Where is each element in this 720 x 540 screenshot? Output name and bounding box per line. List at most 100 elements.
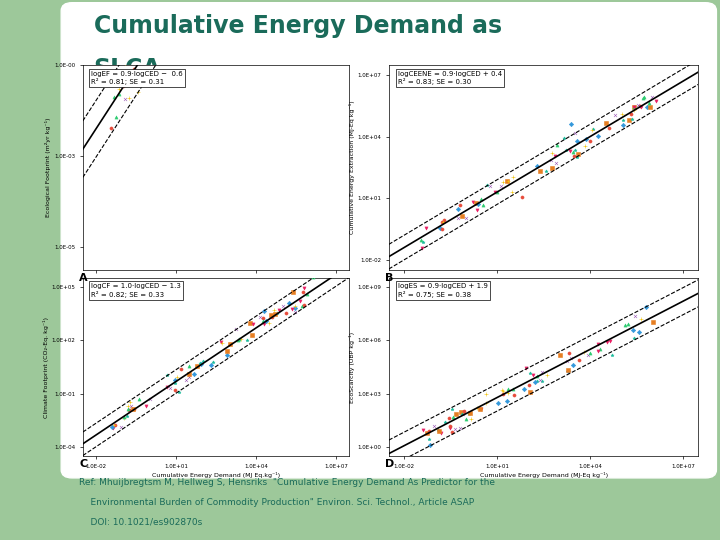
Text: D: D — [385, 459, 395, 469]
Point — [516, 193, 528, 201]
Point — [629, 103, 640, 111]
FancyBboxPatch shape — [61, 3, 716, 478]
Point — [634, 102, 646, 111]
Point — [593, 346, 604, 355]
Point — [579, 142, 590, 151]
Point — [294, 297, 306, 306]
Point — [224, 340, 235, 349]
Point — [626, 110, 637, 118]
Point — [437, 217, 449, 226]
Point — [472, 404, 483, 413]
Point — [644, 98, 655, 107]
Point — [629, 106, 640, 114]
Point — [161, 383, 173, 391]
Point — [568, 151, 580, 160]
Point — [142, 43, 153, 51]
Point — [546, 164, 558, 172]
Point — [258, 314, 269, 322]
Point — [166, 45, 178, 53]
Point — [628, 334, 639, 342]
Point — [230, 325, 242, 333]
Point — [438, 215, 450, 224]
Point — [454, 201, 466, 210]
Point — [508, 384, 519, 393]
Point — [635, 315, 647, 323]
Point — [258, 307, 270, 316]
Point — [157, 27, 168, 36]
Point — [161, 370, 173, 379]
Text: A: A — [79, 273, 88, 283]
Point — [495, 182, 506, 191]
Point — [497, 387, 508, 395]
Text: Environmental Burden of Commodity Production" Environ. Sci. Technol., Article AS: Environmental Burden of Commodity Produc… — [79, 498, 474, 507]
Point — [113, 90, 125, 99]
Point — [552, 141, 563, 150]
Point — [534, 375, 546, 384]
Point — [623, 116, 634, 125]
Point — [508, 173, 519, 181]
Point — [503, 385, 514, 394]
Point — [297, 287, 308, 296]
Point — [573, 355, 585, 364]
Point — [481, 181, 492, 190]
Point — [637, 93, 649, 102]
Point — [564, 146, 576, 155]
Point — [286, 304, 297, 313]
Point — [501, 396, 513, 405]
Point — [189, 370, 200, 379]
Point — [461, 214, 472, 222]
Point — [139, 43, 150, 51]
Point — [297, 301, 308, 310]
Point — [594, 345, 606, 354]
Point — [565, 120, 577, 129]
Point — [124, 93, 135, 102]
Point — [289, 307, 301, 316]
Point — [198, 357, 210, 366]
Point — [135, 71, 147, 80]
Point — [424, 441, 436, 449]
Point — [606, 350, 618, 359]
X-axis label: Cumulative Energy Demand (MJ-Eq kg⁻¹): Cumulative Energy Demand (MJ-Eq kg⁻¹) — [480, 472, 608, 478]
Point — [125, 397, 136, 406]
Point — [640, 303, 652, 312]
Point — [536, 377, 548, 386]
Point — [269, 310, 281, 319]
Point — [565, 353, 577, 362]
Text: SLCA: SLCA — [94, 57, 161, 80]
Point — [132, 51, 144, 59]
Point — [449, 424, 461, 433]
Point — [446, 405, 458, 414]
Point — [299, 284, 310, 293]
Point — [600, 338, 612, 347]
Point — [177, 2, 189, 10]
Point — [628, 102, 639, 111]
Point — [169, 375, 181, 384]
Point — [554, 350, 566, 359]
X-axis label: Cumulative Energy Demand (MJ-Eq.kg⁻¹): Cumulative Energy Demand (MJ-Eq.kg⁻¹) — [152, 286, 280, 292]
Point — [443, 414, 454, 423]
Point — [269, 306, 280, 314]
Point — [435, 428, 446, 437]
Point — [109, 421, 121, 429]
Text: Cumulative Energy Demand as: Cumulative Energy Demand as — [94, 14, 502, 37]
Point — [587, 125, 598, 133]
Point — [572, 150, 584, 158]
Point — [289, 301, 300, 310]
Point — [145, 52, 156, 61]
Point — [567, 361, 578, 369]
Point — [644, 103, 656, 111]
Point — [166, 13, 178, 22]
Point — [105, 124, 117, 133]
Point — [169, 386, 181, 394]
Point — [472, 205, 483, 214]
Point — [609, 111, 621, 120]
Point — [474, 405, 486, 414]
Point — [215, 338, 227, 347]
Text: C: C — [79, 459, 87, 469]
Point — [465, 414, 477, 423]
Point — [626, 114, 638, 123]
Point — [192, 362, 203, 370]
Point — [194, 359, 206, 368]
Point — [638, 92, 649, 101]
Point — [121, 411, 132, 420]
